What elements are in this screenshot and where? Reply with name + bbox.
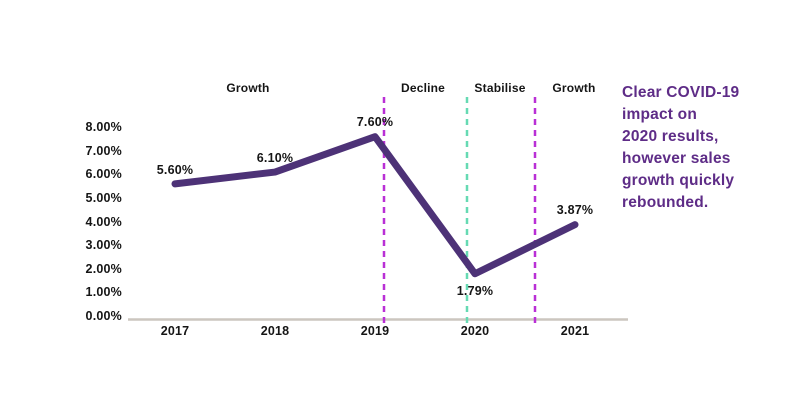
y-tick-label: 3.00%	[85, 238, 122, 253]
annotation-line: Clear COVID-19	[622, 84, 740, 101]
x-year-label: 2019	[360, 324, 390, 338]
data-point-label: 3.87%	[556, 202, 594, 217]
data-point-label: 5.60%	[156, 162, 194, 177]
phase-label: Growth	[226, 81, 270, 95]
phase-label: Stabilise	[474, 81, 526, 95]
y-tick-label: 4.00%	[85, 214, 122, 229]
y-tick-label: 2.00%	[85, 261, 122, 276]
phase-label: Decline	[400, 81, 446, 95]
data-point-label: 1.79%	[456, 283, 494, 298]
annotation-text: Clear COVID-19 impact on 2020 results, howe…	[622, 82, 782, 214]
x-year-label: 2021	[560, 324, 590, 338]
annotation-line: however sales	[622, 150, 731, 167]
annotation-line: rebounded.	[622, 194, 709, 211]
annotation-line: 2020 results,	[622, 128, 719, 145]
y-tick-label: 5.00%	[85, 191, 122, 205]
x-year-label: 2018	[260, 324, 290, 338]
annotation-line: growth quickly	[622, 172, 735, 189]
y-tick-label: 0.00%	[85, 309, 122, 323]
y-tick-label: 7.00%	[85, 143, 122, 158]
x-year-label: 2020	[460, 324, 490, 338]
y-tick-label: 8.00%	[85, 120, 122, 135]
data-point-label: 6.10%	[256, 151, 294, 166]
data-point-label: 7.60%	[356, 114, 394, 129]
y-tick-label: 1.00%	[85, 285, 122, 300]
annotation-line: impact on	[622, 106, 698, 123]
phase-label: Growth	[552, 81, 596, 95]
x-year-label: 2017	[160, 324, 190, 338]
y-tick-label: 6.00%	[85, 167, 122, 182]
series-line	[171, 133, 579, 278]
